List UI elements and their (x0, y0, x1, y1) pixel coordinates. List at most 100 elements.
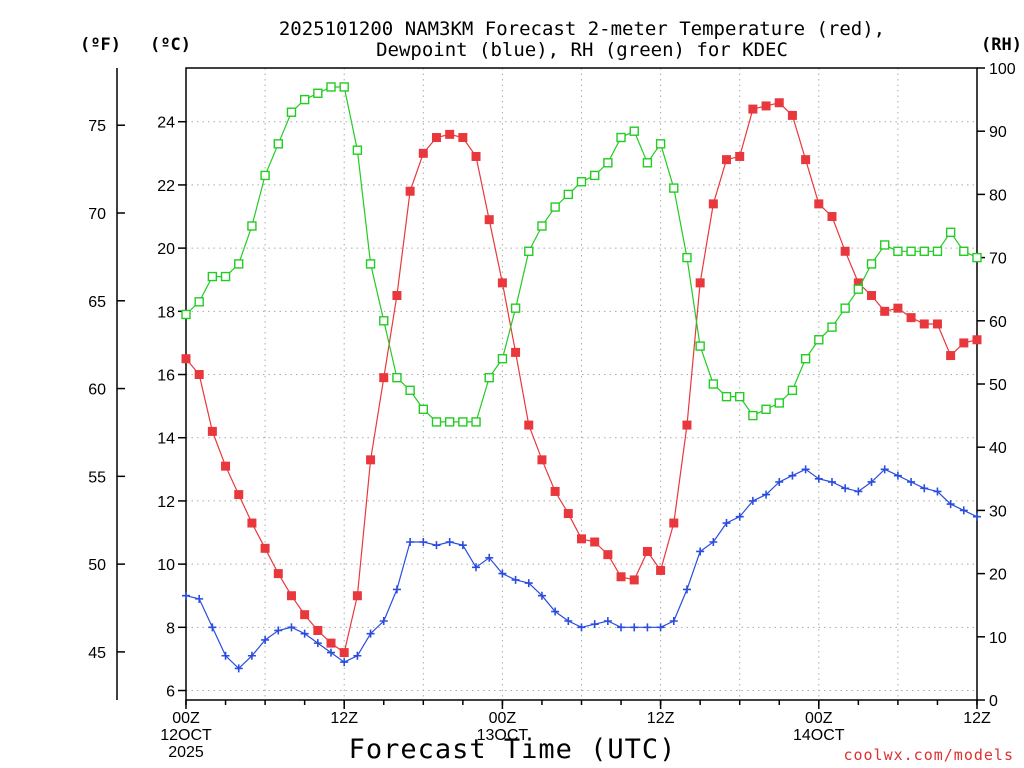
dewpoint-point (946, 500, 955, 509)
temperature-point (959, 338, 969, 348)
relative-humidity-point (313, 88, 323, 98)
dewpoint-point (933, 487, 942, 496)
celsius-tick-label: 16 (157, 368, 175, 385)
dewpoint-point (854, 487, 863, 496)
relative-humidity-point (589, 170, 600, 181)
dewpoint-point (327, 648, 336, 657)
dewpoint-point (261, 635, 270, 644)
relative-humidity-point (603, 158, 613, 168)
temperature-point (590, 537, 600, 547)
dewpoint-point (432, 541, 441, 550)
dewpoint-point (498, 569, 507, 578)
rh-tick-label: 60 (989, 314, 1007, 331)
relative-humidity-point (220, 271, 231, 282)
relative-humidity-point (444, 417, 455, 427)
relative-humidity-point (774, 398, 784, 408)
temperature-point (695, 278, 705, 288)
dewpoint-point (643, 623, 652, 632)
dewpoint-point (590, 620, 599, 629)
temperature-point (445, 129, 455, 139)
dewpoint-point (472, 563, 481, 572)
rh-tick-label: 100 (989, 61, 1016, 78)
relative-humidity-point (181, 309, 191, 320)
relative-humidity-point (932, 246, 943, 256)
fahrenheit-tick-label: 60 (88, 382, 106, 399)
temperature-point (708, 199, 718, 209)
temperature-point (431, 133, 441, 143)
temperature-point (577, 534, 586, 544)
rh-tick-label: 30 (989, 503, 1007, 520)
dewpoint-point (867, 477, 876, 486)
relative-humidity-point (642, 158, 653, 168)
temperature-point (352, 591, 362, 601)
dewpoint-point (696, 547, 705, 556)
temperature-point (840, 246, 850, 256)
temperature-point (801, 155, 811, 165)
temperature-point (932, 319, 942, 329)
temperature-point (603, 550, 613, 560)
fahrenheit-tick-label: 50 (88, 557, 106, 574)
dewpoint-point (907, 477, 916, 486)
temperature-point (774, 98, 784, 108)
dewpoint-point (353, 651, 362, 660)
relative-humidity-point (840, 303, 850, 313)
dewpoint-point (208, 623, 217, 632)
relative-humidity-point (510, 303, 521, 313)
temperature-point (827, 212, 837, 222)
relative-humidity-point (827, 322, 837, 332)
rh-tick-label: 0 (989, 693, 998, 710)
axes: 6 8 10 12 14 16 18 20 22 24 45 50 55 60 65 70 75 0 10 20 30 4… (88, 61, 1016, 761)
dewpoint-point (775, 477, 784, 486)
site-credit: coolwx.com/models (843, 746, 1014, 764)
relative-humidity-point (787, 385, 798, 396)
relative-humidity-point (866, 259, 877, 269)
temperature-point (326, 638, 336, 648)
celsius-tick-label: 20 (157, 241, 175, 258)
temperature-point (748, 104, 758, 114)
temperature-point (642, 546, 652, 556)
rh-tick-label: 90 (989, 124, 1007, 141)
temperature-point (722, 155, 732, 165)
dewpoint-point (827, 477, 836, 486)
rh-tick-label: 50 (989, 377, 1007, 394)
dewpoint-point (537, 591, 546, 600)
temperature-point (313, 625, 323, 635)
temperature-point (194, 370, 204, 380)
temperature-point (524, 420, 534, 430)
dewpoint-point (406, 538, 415, 546)
dewpoint-point (419, 538, 428, 546)
temperature-point (484, 215, 494, 225)
x-tick-label: 2025 (168, 744, 204, 761)
temperature-point (761, 101, 771, 111)
temperature-point (735, 151, 745, 161)
dewpoint-point (300, 629, 309, 638)
relative-humidity-point (748, 410, 758, 421)
relative-humidity-point (458, 417, 468, 427)
relative-humidity-point (497, 354, 508, 364)
relative-humidity-point (194, 297, 204, 307)
dewpoint-point (195, 594, 204, 603)
dewpoint-point (340, 658, 349, 667)
dewpoint-point (445, 538, 454, 546)
temperature-point (550, 486, 560, 496)
dewpoint-point (221, 651, 230, 660)
temperature-point (972, 335, 982, 345)
fahrenheit-tick-label: 55 (88, 469, 106, 486)
dewpoint-point (722, 519, 731, 528)
celsius-tick-label: 6 (166, 684, 175, 701)
relative-humidity-point (207, 271, 218, 282)
temperature-point (221, 461, 231, 471)
dewpoint-point (735, 512, 744, 521)
dewpoint-point (551, 607, 560, 616)
temperature-point (537, 455, 547, 465)
x-tick-label: 00Z (172, 710, 200, 727)
dewpoint-point (920, 484, 929, 493)
relative-humidity-point (919, 246, 929, 256)
temperature-point (616, 572, 626, 582)
fahrenheit-tick-label: 45 (88, 645, 106, 662)
grid-lines (186, 68, 977, 700)
dewpoint-point (366, 629, 375, 638)
dewpoint-point (313, 639, 322, 648)
relative-humidity-point (880, 240, 890, 250)
